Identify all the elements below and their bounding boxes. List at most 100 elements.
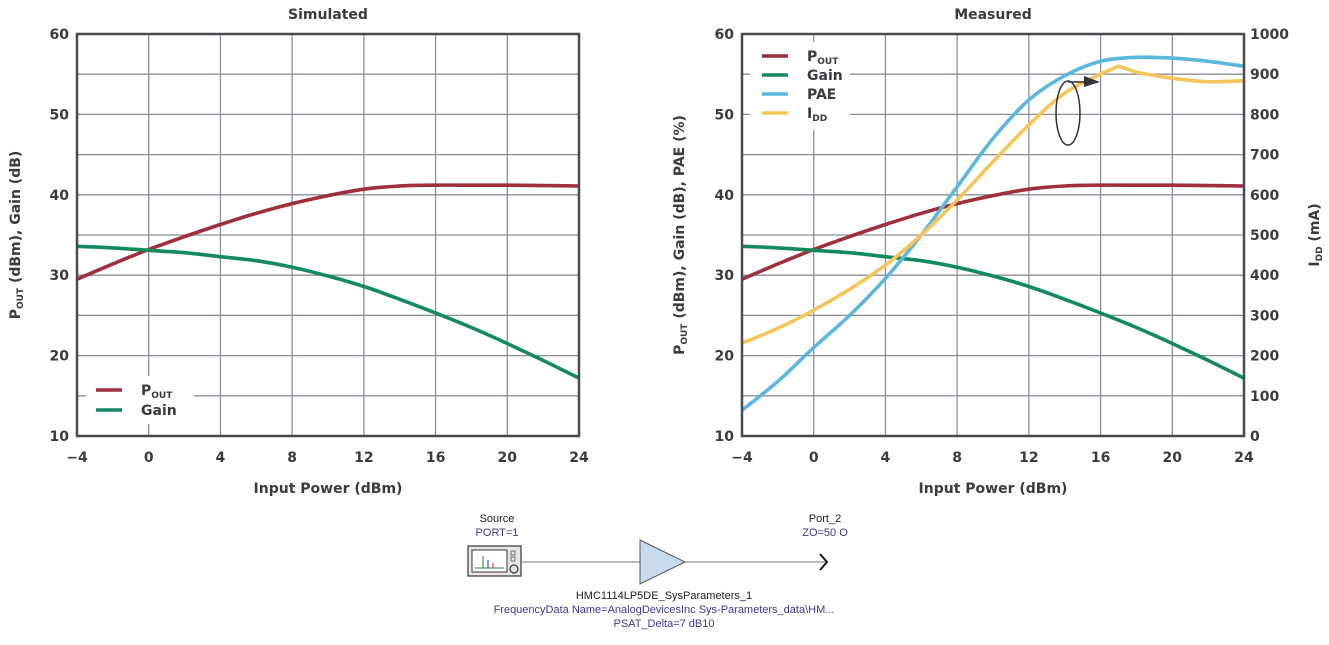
legend-label-main: I (807, 106, 812, 122)
legend: POUT Gain (96, 383, 177, 419)
x-tick-labels: −4 0 4 8 12 16 20 24 (66, 450, 589, 466)
x-tick-label: −4 (731, 450, 753, 466)
legend-item-pae: PAE (762, 87, 836, 103)
series-lines (76, 183, 580, 380)
x-tick-label: 24 (569, 450, 589, 466)
chart-title: Simulated (288, 7, 368, 23)
legend-label: POUT (141, 383, 173, 401)
legend-label-sub: OUT (817, 57, 839, 67)
port2-param: ZO=50 O (802, 527, 848, 539)
series-line-gain (76, 244, 580, 380)
series-line-p-out (76, 183, 580, 281)
series-lines (740, 55, 1245, 412)
right-y-tick-label: 700 (1250, 148, 1279, 164)
plot-frame (740, 32, 1246, 438)
legend-label-sub: DD (812, 114, 827, 124)
source-label: Source (480, 513, 515, 525)
port-arrow-icon[interactable] (819, 553, 829, 571)
y-tick-label: 30 (50, 268, 70, 284)
x-tick-label: 0 (809, 450, 819, 466)
legend-label: Gain (141, 403, 177, 419)
y-label-rest: (dBm), Gain (dB), PAE (%) (672, 115, 688, 323)
y-tick-label: 20 (715, 349, 735, 365)
right-y-tick-label: 0 (1250, 429, 1260, 445)
x-tick-label: 0 (144, 450, 154, 466)
x-tick-label: 16 (426, 450, 445, 466)
series-line-pae (740, 55, 1245, 412)
y-tick-labels: 10 20 30 40 50 60 (50, 27, 70, 445)
signal-source-icon[interactable] (467, 545, 522, 577)
legend-label: IDD (807, 106, 827, 124)
y-label-rest: (mA) (1307, 203, 1323, 246)
legend-background (86, 376, 194, 424)
circuit-schematic: Source PORT=1 Port_2 ZO=50 O HMC1114LP5D… (467, 513, 848, 630)
right-y-tick-label: 400 (1250, 268, 1279, 284)
y-label-rest: (dBm), Gain (dB) (8, 151, 24, 288)
right-y-tick-label: 1000 (1250, 27, 1289, 43)
right-y-tick-label: 900 (1250, 67, 1279, 83)
x-tick-label: 4 (881, 450, 891, 466)
y-tick-label: 30 (715, 268, 735, 284)
series-line-i-dd (741, 64, 1245, 345)
y-label-sub: OUT (16, 287, 26, 309)
x-tick-label: 4 (216, 450, 226, 466)
legend-label-main: Gain (141, 403, 177, 419)
x-tick-label: 8 (287, 450, 297, 466)
right-y-tick-label: 800 (1250, 107, 1279, 123)
legend-label: PAE (807, 87, 836, 103)
legend-item-i-dd: IDD (762, 106, 827, 124)
legend-item-p-out: POUT (762, 49, 839, 67)
right-axis-annotation (1055, 76, 1100, 146)
y-tick-label: 60 (50, 27, 70, 43)
x-axis-label: Input Power (dBm) (254, 481, 403, 497)
right-y-tick-label: 200 (1250, 349, 1279, 365)
y-tick-label: 20 (50, 349, 70, 365)
legend-label-main: P (141, 383, 151, 399)
x-tick-label: 16 (1091, 450, 1110, 466)
chart-title: Measured (954, 7, 1032, 23)
amplifier-icon[interactable] (639, 539, 687, 585)
legend-label: POUT (807, 49, 839, 67)
legend-label-sub: OUT (151, 391, 173, 401)
x-tick-label: 20 (498, 450, 518, 466)
y-tick-label: 10 (715, 429, 735, 445)
legend-label: Gain (807, 68, 843, 84)
right-y-tick-label: 500 (1250, 228, 1279, 244)
legend-item-gain: Gain (762, 68, 843, 84)
series-line-gain (741, 244, 1245, 380)
y-tick-label: 40 (715, 188, 735, 204)
right-y-tick-labels: 0 100 200 300 400 500 600 700 800 900 1000 (1250, 27, 1289, 445)
y-tick-label: 60 (715, 27, 735, 43)
legend-item-p-out: POUT (96, 383, 173, 401)
y-tick-label: 10 (50, 429, 70, 445)
grid (76, 33, 580, 437)
right-y-tick-label: 100 (1250, 389, 1279, 405)
x-tick-label: 20 (1163, 450, 1183, 466)
y-label-sub: OUT (680, 323, 690, 345)
x-tick-label: −4 (66, 450, 88, 466)
right-y-tick-label: 600 (1250, 188, 1279, 204)
y-tick-label: 40 (50, 188, 70, 204)
y-tick-labels: 10 20 30 40 50 60 (715, 27, 735, 445)
arrow-head-icon (1084, 76, 1100, 87)
y-label-p: P (8, 309, 24, 319)
amplifier-name: HMC1114LP5DE_SysParameters_1 (576, 590, 752, 602)
y-tick-label: 50 (715, 107, 735, 123)
y-label-p: P (672, 345, 688, 355)
legend-label-main: Gain (807, 68, 843, 84)
y-label-i: I (1307, 261, 1323, 266)
legend-label-main: P (807, 49, 817, 65)
amplifier-param-frequency-data: FrequencyData Name=AnalogDevicesInc Sys-… (494, 604, 835, 616)
legend-item-gain: Gain (96, 403, 177, 419)
annotation-ellipse (1055, 80, 1081, 146)
y-axis-label: POUT (dBm), Gain (dB) (8, 151, 26, 320)
series-line-p-out (741, 183, 1245, 281)
x-tick-labels: −4 0 4 8 12 16 20 24 (731, 450, 1254, 466)
y-tick-label: 50 (50, 107, 70, 123)
plot-frame (75, 32, 581, 438)
amplifier-param-psat-delta: PSAT_Delta=7 dB10 (614, 618, 715, 630)
